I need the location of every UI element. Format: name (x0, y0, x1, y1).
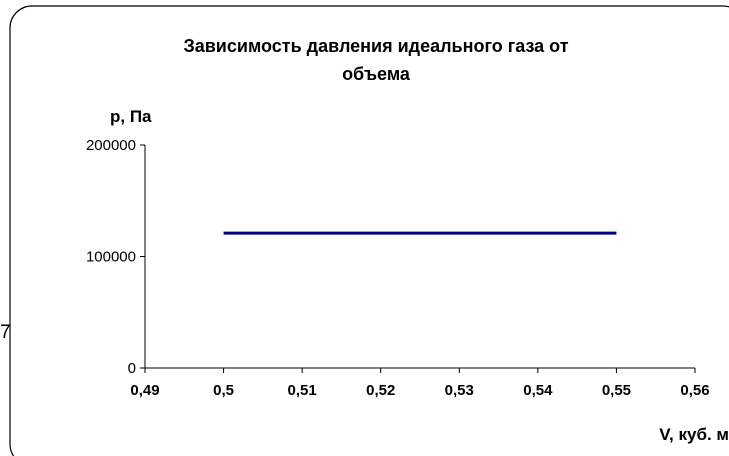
x-tick-label: 0,51 (288, 382, 317, 399)
x-axis-title: V, куб. м (659, 425, 729, 444)
chart-title-line-1: Зависимость давления идеального газа от (183, 36, 568, 56)
y-ticks: 0 100000 200000 (86, 137, 145, 377)
x-tick-label: 0,56 (680, 382, 709, 399)
x-tick-label: 0,5 (213, 382, 234, 399)
x-tick-label: 0,53 (445, 382, 474, 399)
y-tick-label: 200000 (86, 137, 136, 154)
x-ticks: 0,49 0,5 0,51 0,52 0,53 0,54 0,55 0,56 (130, 368, 710, 399)
y-tick-label: 100000 (86, 249, 136, 266)
x-tick-label: 0,55 (602, 382, 631, 399)
x-tick-label: 0,49 (130, 382, 159, 399)
side-note: 7 (0, 322, 11, 343)
y-tick-label: 0 (128, 360, 136, 377)
chart-frame (9, 5, 729, 456)
chart-title-line-2: объема (342, 64, 411, 84)
y-axis-title: p, Па (110, 107, 152, 126)
x-tick-label: 0,52 (366, 382, 395, 399)
x-tick-label: 0,54 (523, 382, 553, 399)
